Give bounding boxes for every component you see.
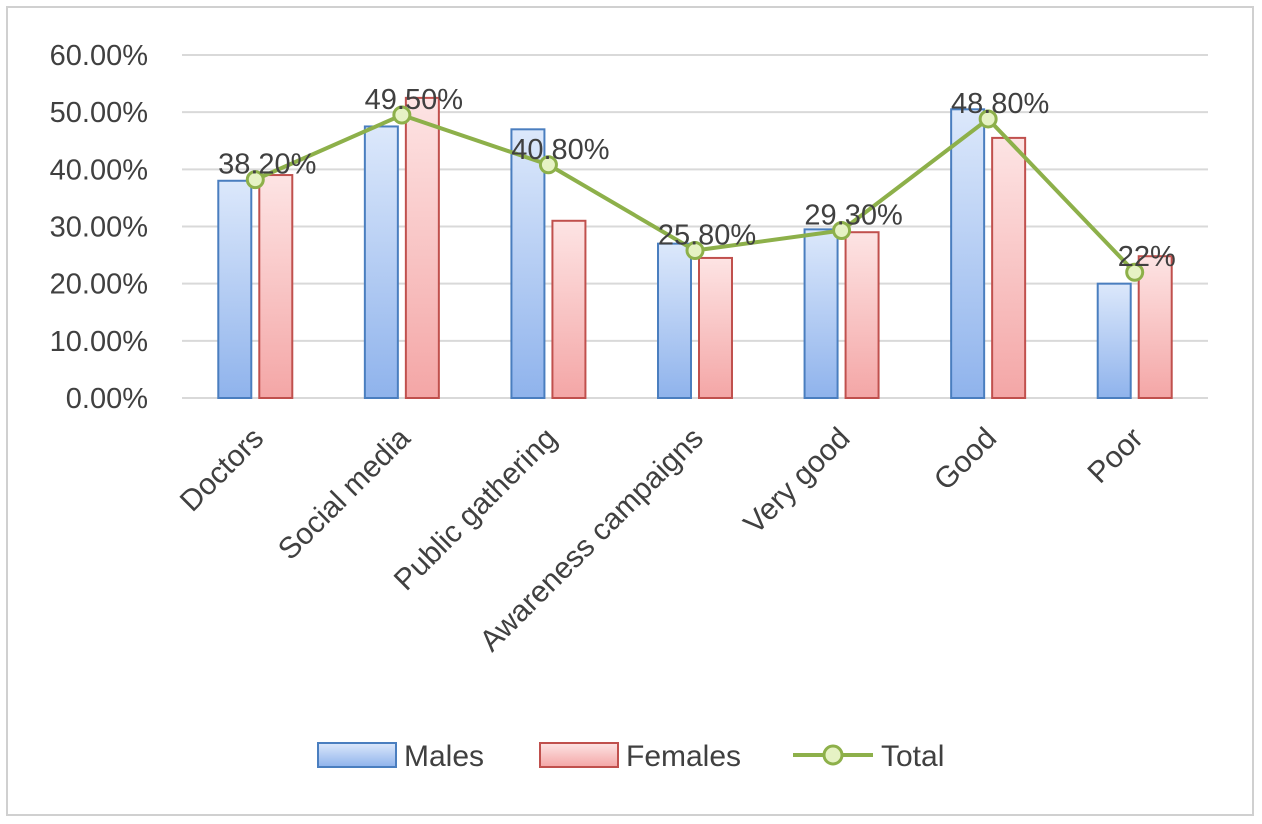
bar-males-good — [950, 108, 986, 400]
total-data-label: 29.30% — [804, 200, 902, 232]
total-data-label: 49.50% — [365, 84, 463, 116]
legend-item-males: Males — [317, 740, 484, 773]
bar-females-awareness-campaigns — [698, 256, 733, 400]
total-data-label: 38.20% — [218, 149, 316, 181]
y-tick-label: 50.00% — [50, 97, 148, 129]
legend-swatch — [539, 742, 619, 768]
total-data-label: 40.80% — [511, 134, 609, 166]
bar-females-good — [991, 136, 1027, 399]
total-data-label: 48.80% — [951, 88, 1049, 120]
y-tick-label: 60.00% — [50, 40, 148, 72]
y-tick-label: 0.00% — [66, 383, 148, 415]
total-data-label: 22% — [1118, 241, 1176, 273]
x-category-label: Social media — [272, 421, 417, 566]
total-point — [1125, 262, 1145, 282]
legend: Males Females Total — [317, 740, 944, 773]
bar-males-doctors — [217, 179, 253, 399]
bar-males-very-good — [803, 228, 839, 399]
total-point — [685, 241, 705, 261]
y-tick-label: 10.00% — [50, 326, 148, 358]
bar-females-poor — [1137, 255, 1173, 399]
total-point — [978, 109, 998, 129]
bar-females-social-media — [404, 96, 440, 399]
legend-label: Females — [626, 740, 741, 773]
x-category-label: Very good — [738, 422, 857, 541]
y-axis-ticks: 0.00% 10.00% 20.00% 30.00% 40.00% 50.00% 60.00… — [50, 40, 148, 415]
bar-females-doctors — [258, 174, 294, 399]
y-tick-label: 20.00% — [50, 269, 148, 301]
bar-males-public-gathering — [510, 128, 546, 399]
chart-frame — [6, 6, 1254, 816]
legend-item-females: Females — [539, 740, 741, 773]
x-category-label: Poor — [1082, 422, 1150, 490]
total-point — [245, 170, 265, 190]
total-point — [832, 221, 852, 241]
legend-label: Males — [404, 740, 484, 773]
y-tick-label: 30.00% — [50, 212, 148, 244]
bar-males-awareness-campaigns — [657, 242, 692, 399]
legend-swatch — [317, 742, 397, 768]
bar-females-very-good — [844, 231, 880, 399]
data-labels: 38.20% 49.50% 40.80% 25.80% 29.30% 48.80% 22% — [218, 84, 1176, 273]
x-category-label: Good — [928, 422, 1003, 497]
legend-label: Total — [881, 740, 944, 773]
bar-males-poor — [1096, 282, 1132, 399]
total-point — [538, 155, 558, 175]
bars — [217, 96, 1173, 400]
bar-males-social-media — [363, 125, 399, 399]
legend-item-total: Total — [793, 740, 944, 773]
total-point — [392, 105, 412, 125]
x-category-label: Doctors — [174, 422, 270, 518]
gridlines — [182, 54, 1208, 399]
total-data-label: 25.80% — [658, 220, 756, 252]
bar-females-public-gathering — [551, 219, 587, 399]
total-line-series — [245, 105, 1145, 282]
y-tick-label: 40.00% — [50, 154, 148, 186]
legend-marker — [822, 744, 844, 766]
